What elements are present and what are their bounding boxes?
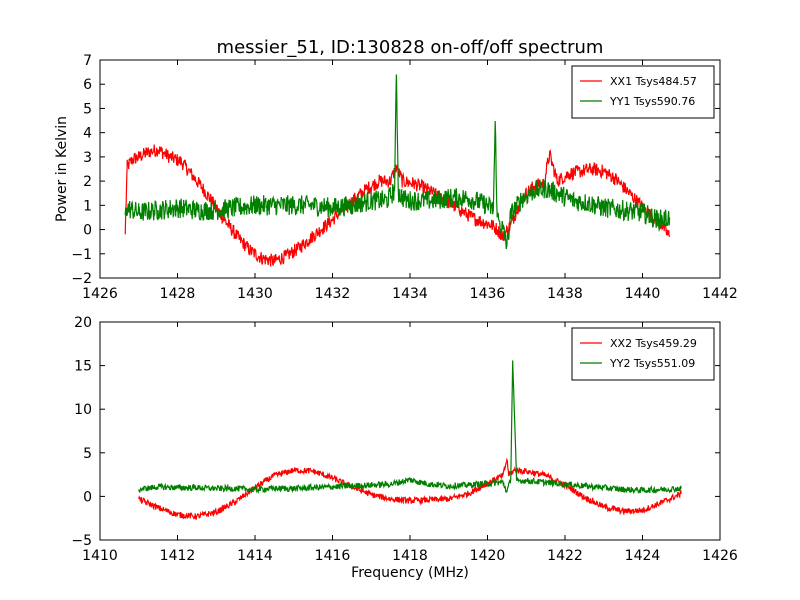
x-tick-label: 1416 <box>315 548 351 564</box>
y-tick-label: 6 <box>83 77 92 93</box>
series-line-yy <box>138 360 682 495</box>
legend-box <box>571 65 715 119</box>
x-tick-label: 1440 <box>625 286 661 302</box>
y-tick-label: 5 <box>83 446 92 462</box>
y-tick-label: 4 <box>83 126 92 142</box>
x-tick-label: 1418 <box>392 548 428 564</box>
x-tick-label: 1432 <box>315 286 351 302</box>
legend-label: XX1 Tsys484.57 <box>610 75 697 88</box>
x-tick-label: 1422 <box>547 548 583 564</box>
x-axis-label: Frequency (MHz) <box>351 565 469 581</box>
y-tick-label: 2 <box>83 174 92 190</box>
x-tick-label: 1426 <box>702 548 738 564</box>
y-tick-label: −5 <box>71 533 92 549</box>
top-subplot: messier_51, ID:130828 on-off/off spectru… <box>54 37 738 302</box>
y-tick-label: 1 <box>83 198 92 214</box>
plot-title: messier_51, ID:130828 on-off/off spectru… <box>217 37 604 58</box>
x-tick-label: 1420 <box>470 548 506 564</box>
x-tick-label: 1426 <box>82 286 118 302</box>
x-tick-label: 1442 <box>702 286 738 302</box>
bottom-subplot: Frequency (MHz) 1410 1412 1414 1416 1418 1420… <box>71 315 738 581</box>
y-tick-label: 3 <box>83 150 92 166</box>
y-axis-label: Power in Kelvin <box>54 116 70 222</box>
x-tick-label: 1430 <box>237 286 273 302</box>
y-tick-label: −2 <box>71 271 92 287</box>
y-tick-label: 0 <box>83 223 92 239</box>
y-tick-label: 10 <box>74 402 92 418</box>
y-tick-label: 20 <box>74 315 92 331</box>
x-tick-label: 1410 <box>82 548 118 564</box>
x-tick-label: 1412 <box>160 548 196 564</box>
legend-label: YY2 Tsys551.09 <box>609 357 695 370</box>
x-tick-label: 1424 <box>625 548 661 564</box>
y-tick-label: 15 <box>74 359 92 375</box>
x-tick-label: 1434 <box>392 286 428 302</box>
legend-label: XX2 Tsys459.29 <box>610 337 697 350</box>
x-tick-label: 1436 <box>470 286 506 302</box>
y-tick-label: 5 <box>83 101 92 117</box>
legend: XX1 Tsys484.57 YY1 Tsys590.76 <box>571 65 715 119</box>
x-tick-label: 1438 <box>547 286 583 302</box>
x-tick-label: 1414 <box>237 548 273 564</box>
legend-box <box>571 327 715 381</box>
y-tick-label: −1 <box>71 247 92 263</box>
legend: XX2 Tsys459.29 YY2 Tsys551.09 <box>571 327 715 381</box>
series-line-yy <box>124 74 671 250</box>
series-line-xx <box>138 457 682 520</box>
y-tick-label: 0 <box>83 489 92 505</box>
x-tick-label: 1428 <box>160 286 196 302</box>
legend-label: YY1 Tsys590.76 <box>609 95 695 108</box>
y-tick-label: 7 <box>83 53 92 69</box>
